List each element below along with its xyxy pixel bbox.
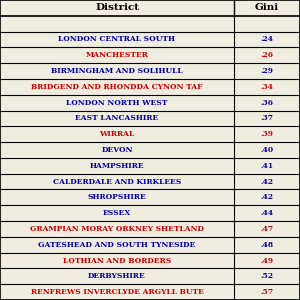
- Text: RENFREWS INVERCLYDE ARGYLL BUTE: RENFREWS INVERCLYDE ARGYLL BUTE: [31, 288, 203, 296]
- Text: .34: .34: [260, 83, 274, 91]
- Text: SHROPSHIRE: SHROPSHIRE: [88, 194, 146, 201]
- Text: .48: .48: [260, 241, 274, 249]
- Text: .36: .36: [260, 99, 274, 106]
- Text: LONDON CENTRAL SOUTH: LONDON CENTRAL SOUTH: [58, 35, 176, 44]
- Text: .24: .24: [260, 35, 274, 44]
- Text: District: District: [95, 3, 139, 12]
- Text: GATESHEAD AND SOUTH TYNESIDE: GATESHEAD AND SOUTH TYNESIDE: [38, 241, 196, 249]
- Text: GRAMPIAN MORAY ORKNEY SHETLAND: GRAMPIAN MORAY ORKNEY SHETLAND: [30, 225, 204, 233]
- Text: Gini: Gini: [255, 3, 279, 12]
- Text: DERBYSHIRE: DERBYSHIRE: [88, 272, 146, 280]
- Text: .37: .37: [260, 114, 274, 122]
- Text: MANCHESTER: MANCHESTER: [85, 51, 148, 59]
- Text: BRIDGEND AND RHONDDA CYNON TAF: BRIDGEND AND RHONDDA CYNON TAF: [31, 83, 203, 91]
- Text: .40: .40: [260, 146, 274, 154]
- Text: .42: .42: [260, 194, 274, 201]
- Text: DEVON: DEVON: [101, 146, 133, 154]
- Text: .41: .41: [260, 162, 274, 170]
- Text: HAMPSHIRE: HAMPSHIRE: [90, 162, 144, 170]
- Text: LONDON NORTH WEST: LONDON NORTH WEST: [66, 99, 168, 106]
- Text: EAST LANCASHIRE: EAST LANCASHIRE: [75, 114, 159, 122]
- Text: CALDERDALE AND KIRKLEES: CALDERDALE AND KIRKLEES: [53, 178, 181, 186]
- Text: .29: .29: [261, 67, 273, 75]
- Text: .52: .52: [260, 272, 274, 280]
- Text: .49: .49: [260, 256, 274, 265]
- Text: .26: .26: [260, 51, 274, 59]
- Text: .44: .44: [260, 209, 274, 217]
- Text: LOTHIAN AND BORDERS: LOTHIAN AND BORDERS: [63, 256, 171, 265]
- Text: .57: .57: [260, 288, 274, 296]
- Text: .42: .42: [260, 178, 274, 186]
- Text: .39: .39: [261, 130, 273, 138]
- Text: WIRRAL: WIRRAL: [99, 130, 135, 138]
- Text: .47: .47: [260, 225, 274, 233]
- Text: ESSEX: ESSEX: [103, 209, 131, 217]
- Text: BIRMINGHAM AND SOLIHULL: BIRMINGHAM AND SOLIHULL: [51, 67, 183, 75]
